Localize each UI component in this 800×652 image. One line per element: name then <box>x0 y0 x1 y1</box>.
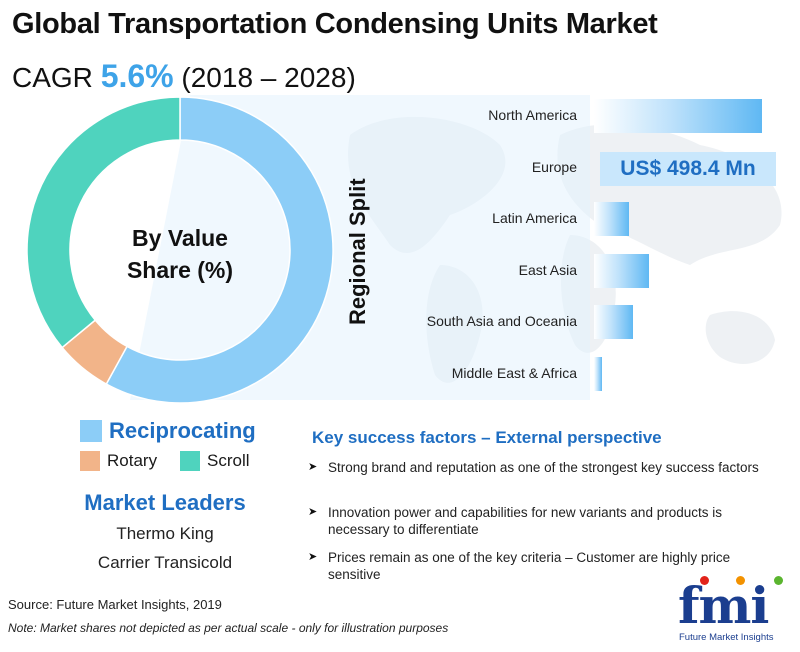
logo-wordmark: fmi <box>678 576 769 635</box>
legend-label-reciprocating: Reciprocating <box>109 418 256 443</box>
region-label: Europe <box>531 158 577 175</box>
ksf-item: ➤ Strong brand and reputation as one of … <box>308 459 778 476</box>
europe-value-callout: US$ 498.4 Mn <box>600 152 776 186</box>
logo-dot-green <box>774 576 783 585</box>
legend-scroll: Scroll <box>180 451 250 471</box>
legend-reciprocating: Reciprocating <box>80 418 256 444</box>
logo-tagline: Future Market Insights <box>679 632 774 643</box>
cagr-line: CAGR 5.6% (2018 – 2028) <box>12 58 356 95</box>
cagr-period: (2018 – 2028) <box>181 62 356 93</box>
key-success-factors-title: Key success factors – External perspecti… <box>312 428 662 447</box>
donut-center-line2: Share (%) <box>126 257 234 283</box>
ksf-item-text: Innovation power and capabilities for ne… <box>328 505 722 537</box>
legend-swatch-scroll <box>180 451 200 471</box>
region-label: South Asia and Oceania <box>426 313 577 330</box>
arrow-bullet-icon: ➤ <box>308 461 318 473</box>
source-note: Source: Future Market Insights, 2019 <box>8 597 222 612</box>
arrow-bullet-icon: ➤ <box>308 506 318 518</box>
region-label: Middle East & Africa <box>451 365 577 381</box>
region-label: Latin America <box>492 210 577 227</box>
regional-split-label: Regional Split <box>345 178 370 325</box>
legend-swatch-rotary <box>80 451 100 471</box>
logo-dot-orange <box>736 576 745 585</box>
region-bar <box>594 253 650 288</box>
callout-wedge <box>130 95 590 400</box>
donut-slice-scroll <box>26 96 181 349</box>
ksf-item-text: Prices remain as one of the key criteria… <box>328 550 731 582</box>
market-leader-item: Carrier Transicold <box>97 553 233 572</box>
region-label: North America <box>488 107 577 123</box>
legend-label-scroll: Scroll <box>207 451 250 470</box>
region-bar <box>594 357 603 391</box>
disclaimer-note: Note: Market shares not depicted as per … <box>8 621 449 635</box>
ksf-item: ➤ Prices remain as one of the key criter… <box>308 549 778 583</box>
market-leaders-title: Market Leaders <box>84 490 246 515</box>
region-bar <box>594 99 762 133</box>
ksf-item-text: Strong brand and reputation as one of th… <box>328 460 759 475</box>
donut-center-line1: By Value <box>132 225 228 251</box>
legend-rotary: Rotary <box>80 451 157 471</box>
legend-swatch-reciprocating <box>80 420 102 442</box>
market-leader-item: Thermo King <box>116 524 214 543</box>
chart-title: Global Transportation Condensing Units M… <box>12 8 658 40</box>
ksf-item: ➤ Innovation power and capabilities for … <box>308 504 778 538</box>
region-label: East Asia <box>518 261 577 278</box>
cagr-prefix: CAGR <box>12 62 93 93</box>
region-bar <box>594 305 633 340</box>
legend-label-rotary: Rotary <box>107 451 158 470</box>
arrow-bullet-icon: ➤ <box>308 551 318 563</box>
logo-dot-red <box>700 576 709 585</box>
fmi-logo: fmi Future Market Insights <box>678 574 796 648</box>
donut-slice-reciprocating <box>105 96 334 404</box>
region-bar <box>594 202 630 237</box>
cagr-value: 5.6% <box>100 58 174 94</box>
donut-center-label: By Value Share (%) <box>100 222 260 286</box>
